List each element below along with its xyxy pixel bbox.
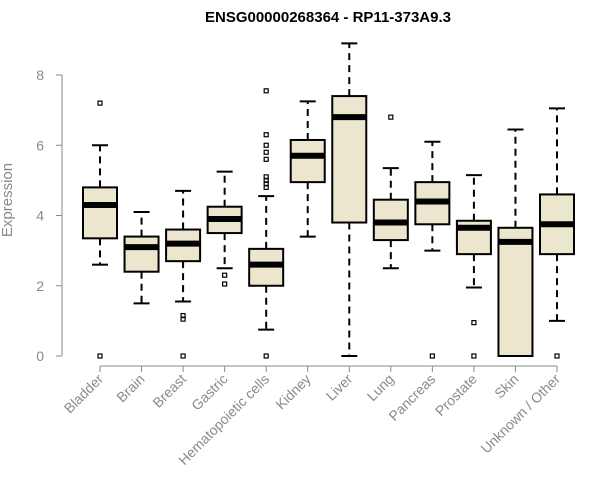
plot-area bbox=[82, 42, 575, 359]
box-group bbox=[165, 189, 202, 359]
outlier-point bbox=[222, 281, 228, 287]
outlier-point bbox=[263, 149, 269, 155]
y-axis-label: Expression bbox=[0, 163, 16, 237]
outlier-point bbox=[429, 353, 435, 359]
x-category-label: Prostate bbox=[432, 371, 480, 419]
box-iqr bbox=[289, 138, 326, 184]
box-iqr bbox=[123, 235, 160, 273]
box-group bbox=[82, 100, 118, 359]
box-group bbox=[248, 88, 285, 359]
outlier-point bbox=[554, 353, 560, 359]
y-tick-label: 6 bbox=[36, 137, 44, 153]
x-category-label: Kidney bbox=[272, 371, 314, 413]
box-group bbox=[331, 42, 368, 357]
y-tick-label: 8 bbox=[36, 67, 44, 83]
outlier-point bbox=[388, 114, 394, 120]
y-tick-label: 4 bbox=[36, 208, 44, 224]
outlier-point bbox=[222, 272, 228, 278]
outlier-point bbox=[263, 88, 269, 94]
box-group bbox=[123, 210, 160, 305]
outlier-point bbox=[97, 353, 103, 359]
box-group bbox=[206, 170, 243, 287]
outlier-point bbox=[263, 174, 269, 180]
box-group bbox=[539, 107, 575, 359]
outlier-point bbox=[97, 100, 103, 106]
outlier-point bbox=[263, 353, 269, 359]
outlier-point bbox=[263, 156, 269, 162]
outlier-point bbox=[263, 132, 269, 138]
x-category-label: Liver bbox=[323, 371, 356, 404]
x-category-label: Brain bbox=[113, 371, 147, 405]
x-category-label: Skin bbox=[491, 371, 522, 402]
outlier-point bbox=[471, 320, 477, 326]
box-iqr bbox=[497, 226, 534, 357]
x-category-label: Breast bbox=[149, 371, 189, 411]
box-group bbox=[497, 128, 534, 357]
x-category-label: Lung bbox=[364, 371, 397, 404]
box-group bbox=[289, 100, 326, 238]
outlier-point bbox=[471, 353, 477, 359]
box-group bbox=[455, 174, 492, 359]
box-iqr bbox=[82, 186, 118, 240]
chart-title: ENSG00000268364 - RP11-373A9.3 bbox=[205, 9, 451, 26]
outlier-point bbox=[180, 353, 186, 359]
y-tick-label: 2 bbox=[36, 278, 44, 294]
box-group bbox=[372, 114, 409, 270]
y-axis: 0 2 4 6 8 bbox=[36, 67, 63, 364]
outlier-point bbox=[180, 313, 186, 319]
y-tick-label: 0 bbox=[36, 348, 44, 364]
x-category-label: Bladder bbox=[61, 371, 107, 417]
x-category-label: Unknown / Other bbox=[478, 371, 564, 457]
outlier-point bbox=[263, 142, 269, 148]
box-group bbox=[414, 140, 451, 359]
